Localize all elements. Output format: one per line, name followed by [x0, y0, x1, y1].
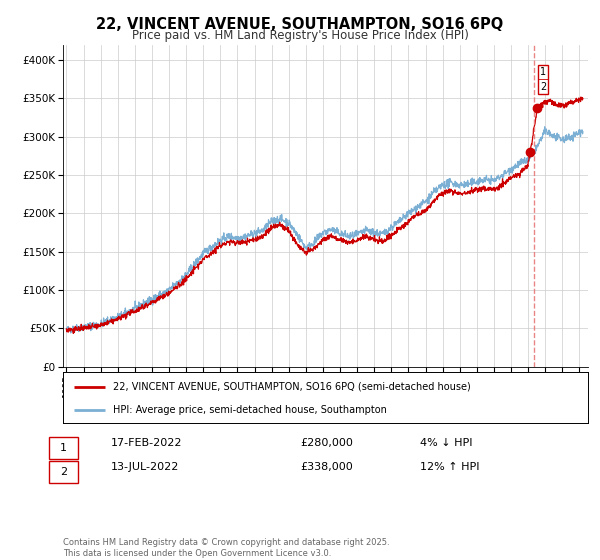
Text: 1: 1 [59, 438, 67, 448]
FancyBboxPatch shape [538, 65, 548, 94]
Text: Price paid vs. HM Land Registry's House Price Index (HPI): Price paid vs. HM Land Registry's House … [131, 29, 469, 42]
Text: 13-JUL-2022: 13-JUL-2022 [111, 462, 179, 472]
Text: 1: 1 [540, 67, 546, 77]
Text: 22, VINCENT AVENUE, SOUTHAMPTON, SO16 6PQ: 22, VINCENT AVENUE, SOUTHAMPTON, SO16 6P… [97, 17, 503, 32]
Text: 4% ↓ HPI: 4% ↓ HPI [420, 438, 473, 448]
Text: 2: 2 [60, 467, 67, 477]
Text: 2: 2 [59, 462, 67, 472]
Text: Contains HM Land Registry data © Crown copyright and database right 2025.
This d: Contains HM Land Registry data © Crown c… [63, 538, 389, 558]
Text: 1: 1 [60, 443, 67, 453]
Text: 12% ↑ HPI: 12% ↑ HPI [420, 462, 479, 472]
Text: £338,000: £338,000 [300, 462, 353, 472]
Text: HPI: Average price, semi-detached house, Southampton: HPI: Average price, semi-detached house,… [113, 405, 387, 415]
Text: 17-FEB-2022: 17-FEB-2022 [111, 438, 182, 448]
Text: 22, VINCENT AVENUE, SOUTHAMPTON, SO16 6PQ (semi-detached house): 22, VINCENT AVENUE, SOUTHAMPTON, SO16 6P… [113, 381, 470, 391]
Text: £280,000: £280,000 [300, 438, 353, 448]
Text: 2: 2 [540, 82, 546, 92]
